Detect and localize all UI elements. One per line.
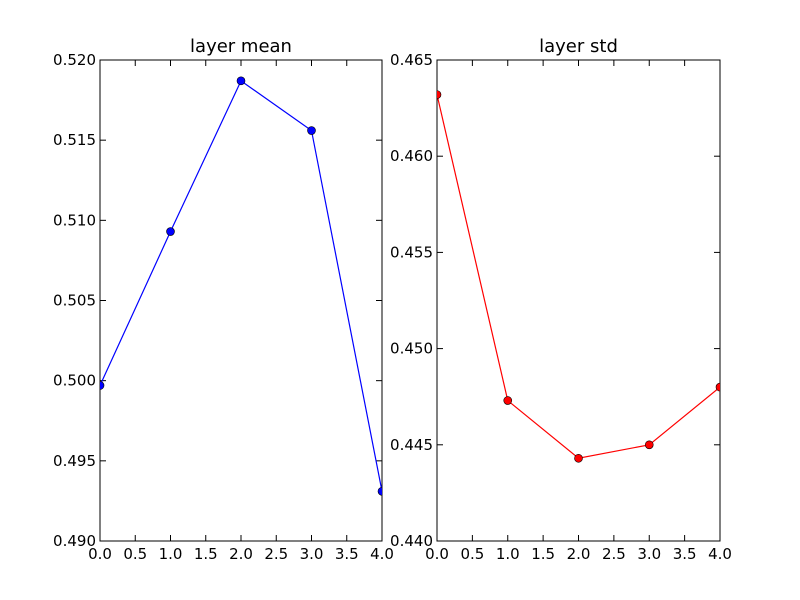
- data-point: [574, 453, 583, 463]
- data-point: [715, 382, 720, 392]
- chart-layer-mean: layer mean 0.0 0.5 1.0 1.5 2.0 2.5 3.0 3.5 4.0 0.4…: [53, 36, 394, 563]
- x-tick-label: 1.5: [531, 545, 555, 563]
- data-point: [437, 90, 442, 99]
- x-tick-label: 0.0: [425, 545, 449, 563]
- x-tick-label: 1.0: [496, 545, 520, 563]
- y-tick-label: 0.445: [390, 436, 433, 454]
- x-tick-label: 4.0: [708, 545, 732, 563]
- y-tick-label: 0.460: [390, 147, 433, 165]
- data-point: [377, 486, 382, 496]
- x-tick-label: 3.5: [673, 545, 697, 563]
- y-tick-label: 0.515: [53, 131, 96, 149]
- y-tick-label: 0.520: [53, 51, 96, 69]
- x-tick-label: 2.0: [229, 545, 253, 563]
- data-point: [307, 126, 316, 135]
- x-tick-label: 0.5: [123, 545, 147, 563]
- chart-title: layer std: [539, 36, 618, 57]
- x-tick-label: 3.0: [637, 545, 661, 563]
- x-tick-label: 3.5: [335, 545, 359, 563]
- chart-title: layer mean: [190, 36, 292, 57]
- series-line: [437, 94, 720, 459]
- x-tick-label: 3.0: [300, 545, 324, 563]
- y-tick-label: 0.500: [53, 372, 96, 390]
- x-tick-label: 0.5: [460, 545, 484, 563]
- x-tick-label: 2.0: [567, 545, 591, 563]
- series-line: [100, 79, 382, 492]
- axes-frame: [99, 59, 383, 542]
- x-tick-label: 2.5: [264, 545, 288, 563]
- y-tick-label: 0.455: [390, 243, 433, 261]
- x-tick-label: 2.5: [602, 545, 626, 563]
- y-tick-label: 0.440: [390, 532, 433, 550]
- y-tick-label: 0.490: [53, 532, 96, 550]
- data-point: [236, 76, 246, 86]
- data-point: [503, 396, 513, 405]
- x-tick-label: 1.0: [159, 545, 183, 563]
- chart-layer-std: layer std 0.0 0.5 1.0 1.5 2.0 2.5 3.0 3.5 4.0 0.44…: [390, 36, 732, 563]
- y-tick-label: 0.495: [53, 452, 96, 470]
- axes-frame: [436, 59, 721, 542]
- data-point: [166, 227, 175, 236]
- x-tick-label: 0.0: [88, 545, 112, 563]
- y-tick-label: 0.465: [390, 51, 433, 69]
- y-tick-label: 0.450: [390, 340, 433, 358]
- data-point: [644, 440, 654, 450]
- x-tick-label: 1.5: [194, 545, 218, 563]
- x-tick-label: 4.0: [370, 545, 394, 563]
- y-tick-label: 0.505: [53, 292, 96, 310]
- data-point: [100, 381, 105, 390]
- y-tick-label: 0.510: [53, 211, 96, 229]
